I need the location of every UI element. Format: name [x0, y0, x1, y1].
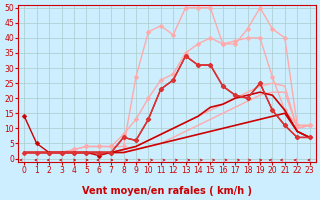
X-axis label: Vent moyen/en rafales ( km/h ): Vent moyen/en rafales ( km/h ): [82, 186, 252, 196]
